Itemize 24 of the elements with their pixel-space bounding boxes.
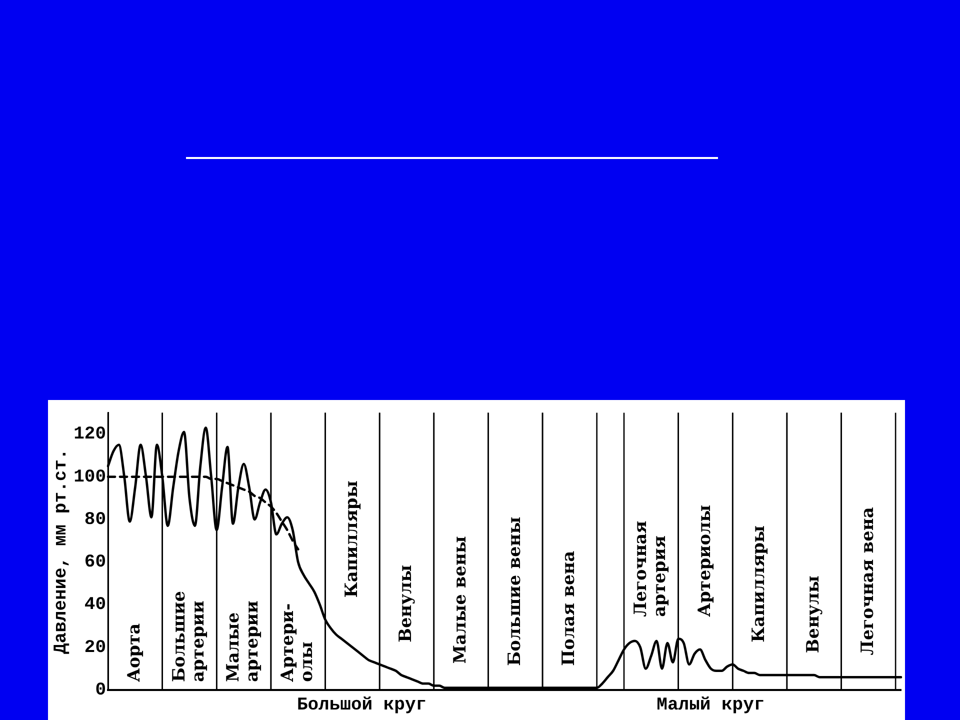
annotation: Венулы bbox=[396, 564, 416, 642]
annotation: Аорта bbox=[124, 623, 145, 682]
annotation: Большие артерии bbox=[169, 590, 208, 682]
annotation: Капилляры bbox=[342, 480, 362, 598]
annotation: Капилляры bbox=[749, 525, 770, 642]
annotation: Венулы bbox=[804, 576, 824, 654]
annotation: Артериолы bbox=[694, 504, 715, 617]
annotation: Большие вены bbox=[504, 516, 525, 666]
text: Малый круг bbox=[656, 696, 765, 716]
annotation: Полая вена bbox=[559, 550, 580, 666]
y-axis-title: Давление, мм рт.ст. bbox=[51, 448, 72, 654]
annotation: Малые вены bbox=[450, 536, 470, 664]
y-tick-label: 40 bbox=[84, 595, 106, 616]
text: Большой круг bbox=[296, 696, 427, 716]
y-tick-label: 20 bbox=[84, 638, 106, 658]
y-tick-label: 0 bbox=[95, 680, 106, 701]
y-tick-label: 120 bbox=[74, 424, 106, 445]
annotation: Артери- олы bbox=[278, 603, 318, 682]
annotation: Легочная вена bbox=[858, 507, 878, 656]
y-tick-label: 100 bbox=[74, 467, 106, 488]
y-tick-label: 80 bbox=[84, 510, 106, 530]
y-tick-label: 60 bbox=[84, 552, 106, 573]
annotation: Малые артерии bbox=[224, 600, 263, 682]
annotation: Легочная артерия bbox=[631, 520, 670, 617]
